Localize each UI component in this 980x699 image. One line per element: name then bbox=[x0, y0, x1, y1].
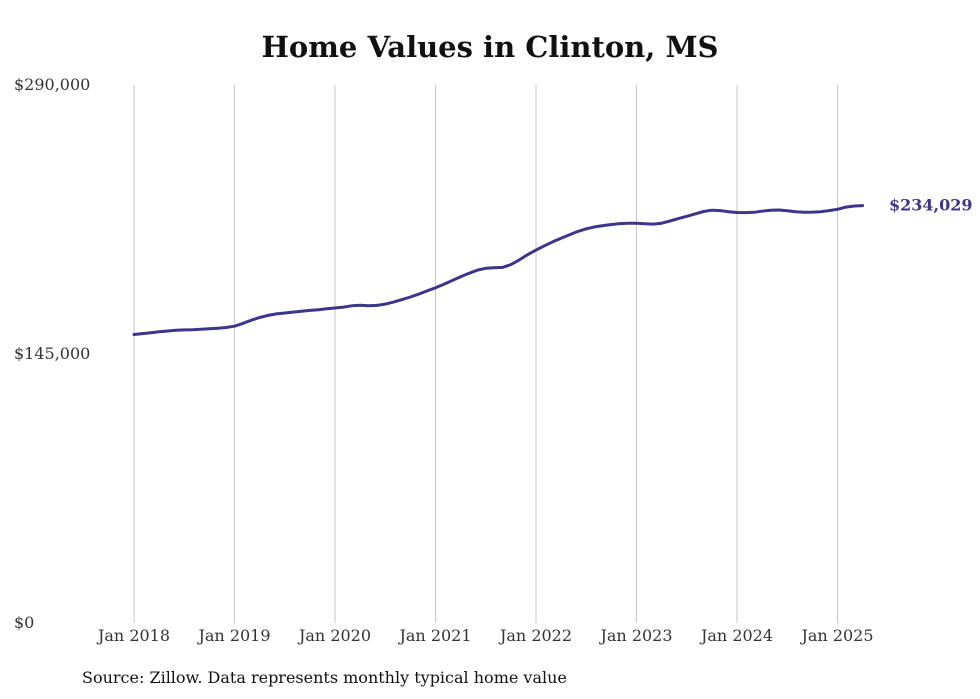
x-gridlines bbox=[133, 85, 838, 623]
y-tick-label: $0 bbox=[14, 613, 34, 632]
x-tick-label: Jan 2023 bbox=[598, 626, 672, 645]
x-axis-tick-labels: Jan 2018 Jan 2019 Jan 2020 Jan 2021 Jan 2022… bbox=[96, 626, 874, 645]
x-tick-label: Jan 2020 bbox=[297, 626, 371, 645]
series-line-0 bbox=[132, 204, 865, 336]
source-note: Source: Zillow. Data represents monthly … bbox=[82, 668, 567, 687]
x-tick-label: Jan 2021 bbox=[397, 626, 471, 645]
x-tick-label: Jan 2018 bbox=[96, 626, 170, 645]
x-tick-label: Jan 2019 bbox=[196, 626, 270, 645]
x-tick-label: Jan 2022 bbox=[498, 626, 572, 645]
y-tick-label: $290,000 bbox=[14, 75, 90, 94]
x-tick-label: Jan 2025 bbox=[799, 626, 873, 645]
y-axis-tick-labels: $0 $145,000 $290,000 bbox=[14, 75, 90, 632]
chart-title: Home Values in Clinton, MS bbox=[261, 30, 719, 64]
y-tick-label: $145,000 bbox=[14, 344, 90, 363]
series-layer: $234,029 bbox=[132, 196, 973, 336]
x-tick-label: Jan 2024 bbox=[699, 626, 773, 645]
series-end-label: $234,029 bbox=[889, 196, 973, 215]
